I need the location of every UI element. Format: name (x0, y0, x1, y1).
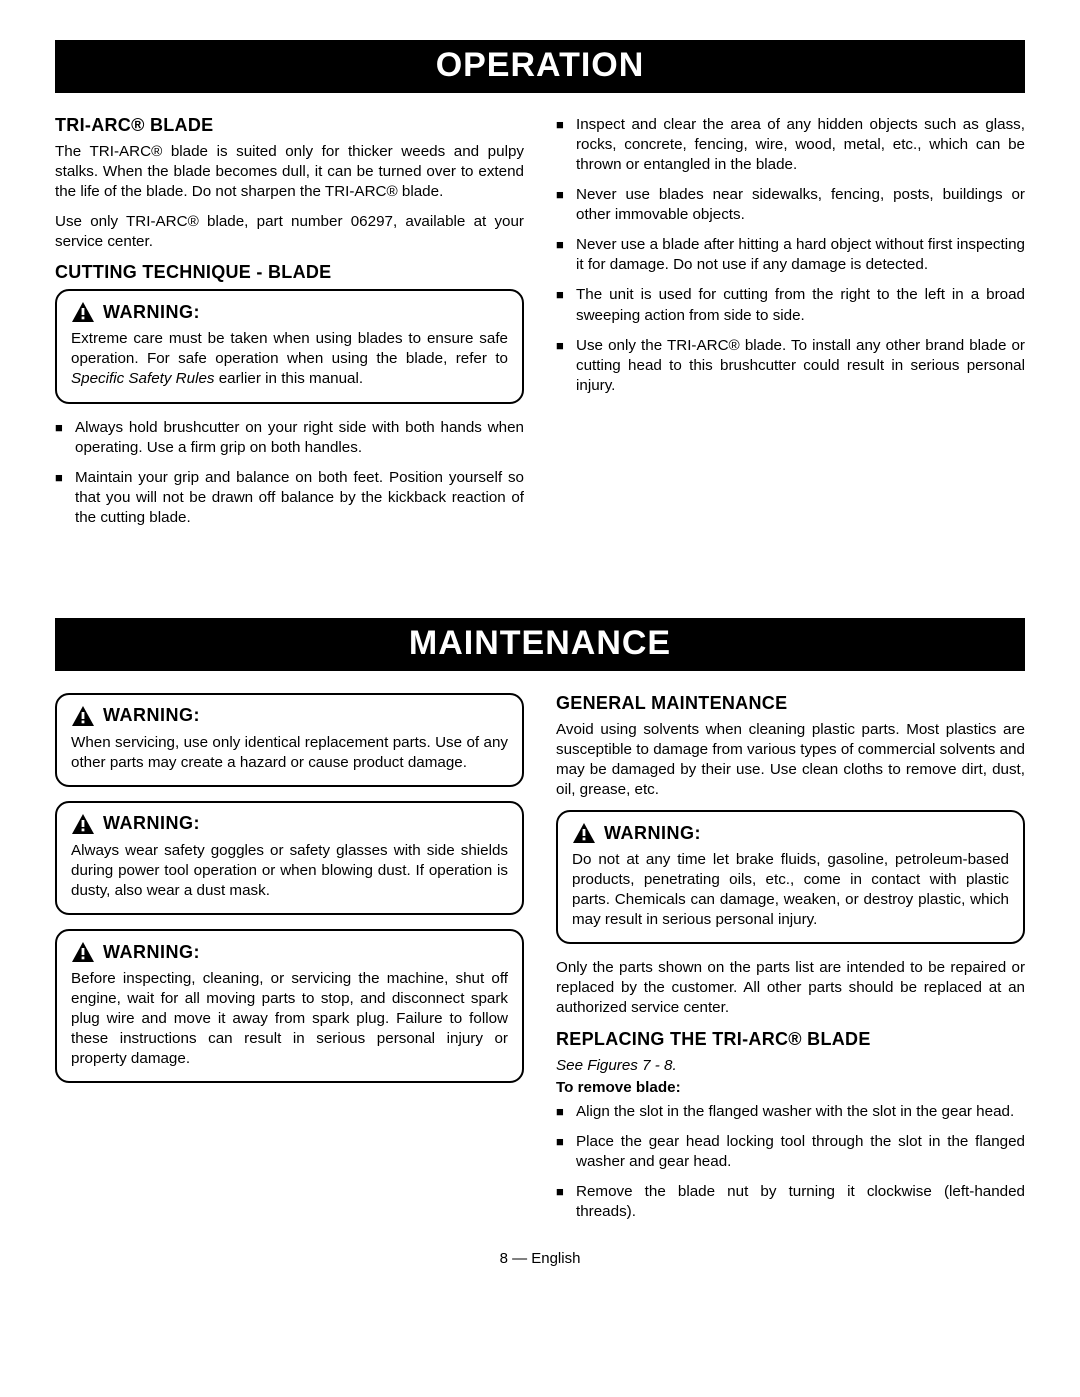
paragraph: Avoid using solvents when cleaning plast… (556, 720, 1025, 800)
bullet-list: Align the slot in the flanged washer wit… (556, 1102, 1025, 1222)
list-item: Never use blades near sidewalks, fencing… (556, 185, 1025, 225)
bullet-list: Inspect and clear the area of any hidden… (556, 115, 1025, 396)
warning-text: When servicing, use only identical repla… (71, 733, 508, 773)
warning-box: WARNING: Always wear safety goggles or s… (55, 801, 524, 915)
list-item: Inspect and clear the area of any hidden… (556, 115, 1025, 175)
operation-right-col: Inspect and clear the area of any hidden… (556, 115, 1025, 538)
list-item: Place the gear head locking tool through… (556, 1132, 1025, 1172)
warning-label: WARNING: (103, 813, 200, 834)
list-item: Maintain your grip and balance on both f… (55, 468, 524, 528)
warning-box: WARNING: Extreme care must be taken when… (55, 289, 524, 403)
page-footer: 8 — English (55, 1250, 1025, 1267)
maintenance-banner: MAINTENANCE (55, 618, 1025, 671)
warning-box: WARNING: When servicing, use only identi… (55, 693, 524, 787)
paragraph: The TRI-ARC® blade is suited only for th… (55, 142, 524, 202)
paragraph: Use only TRI-ARC® blade, part number 062… (55, 212, 524, 252)
warning-header: WARNING: (71, 705, 508, 727)
warning-text: Extreme care must be taken when using bl… (71, 329, 508, 389)
warning-text: Before inspecting, cleaning, or servicin… (71, 969, 508, 1069)
warning-header: WARNING: (572, 822, 1009, 844)
list-item: Never use a blade after hitting a hard o… (556, 235, 1025, 275)
warning-text: Do not at any time let brake fluids, gas… (572, 850, 1009, 930)
see-figures: See Figures 7 - 8. (556, 1056, 1025, 1076)
list-item: Remove the blade nut by turning it clock… (556, 1182, 1025, 1222)
operation-left-col: TRI-ARC® BLADE The TRI-ARC® blade is sui… (55, 115, 524, 538)
operation-columns: TRI-ARC® BLADE The TRI-ARC® blade is sui… (55, 115, 1025, 538)
subheading-remove-blade: To remove blade: (556, 1078, 1025, 1098)
list-item: Align the slot in the flanged washer wit… (556, 1102, 1025, 1122)
warning-icon (71, 813, 95, 835)
maintenance-columns: WARNING: When servicing, use only identi… (55, 693, 1025, 1232)
warning-header: WARNING: (71, 941, 508, 963)
warning-text: Always wear safety goggles or safety gla… (71, 841, 508, 901)
list-item: Always hold brushcutter on your right si… (55, 418, 524, 458)
warning-header: WARNING: (71, 813, 508, 835)
warning-label: WARNING: (604, 823, 701, 844)
warning-text-b: earlier in this manual. (215, 370, 364, 387)
warning-text-a: Extreme care must be taken when using bl… (71, 330, 508, 367)
list-item: Use only the TRI-ARC® blade. To install … (556, 336, 1025, 396)
heading-cutting-technique: CUTTING TECHNIQUE - BLADE (55, 262, 524, 283)
list-item: The unit is used for cutting from the ri… (556, 285, 1025, 325)
warning-box: WARNING: Before inspecting, cleaning, or… (55, 929, 524, 1083)
heading-general-maintenance: GENERAL MAINTENANCE (556, 693, 1025, 714)
warning-icon (572, 822, 596, 844)
warning-box: WARNING: Do not at any time let brake fl… (556, 810, 1025, 944)
maintenance-right-col: GENERAL MAINTENANCE Avoid using solvents… (556, 693, 1025, 1232)
warning-text-italic: Specific Safety Rules (71, 370, 215, 387)
heading-triarc-blade: TRI-ARC® BLADE (55, 115, 524, 136)
warning-label: WARNING: (103, 705, 200, 726)
paragraph: Only the parts shown on the parts list a… (556, 958, 1025, 1018)
warning-icon (71, 705, 95, 727)
warning-icon (71, 301, 95, 323)
warning-icon (71, 941, 95, 963)
warning-header: WARNING: (71, 301, 508, 323)
maintenance-left-col: WARNING: When servicing, use only identi… (55, 693, 524, 1232)
warning-label: WARNING: (103, 302, 200, 323)
heading-replacing-blade: REPLACING THE TRI-ARC® BLADE (556, 1029, 1025, 1050)
warning-label: WARNING: (103, 942, 200, 963)
bullet-list: Always hold brushcutter on your right si… (55, 418, 524, 528)
operation-banner: OPERATION (55, 40, 1025, 93)
